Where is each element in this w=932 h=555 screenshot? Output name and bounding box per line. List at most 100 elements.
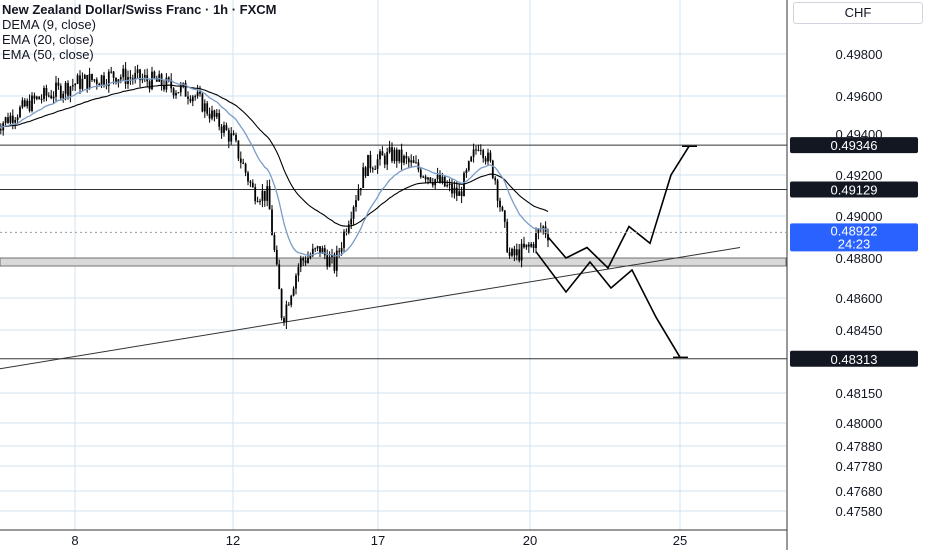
candle-body <box>489 152 492 161</box>
candle-body <box>508 252 511 256</box>
candle-body <box>115 77 117 84</box>
candle-body <box>134 72 137 80</box>
candle-body <box>199 91 201 94</box>
level-price-label-text: 0.49129 <box>831 183 878 198</box>
candle-body <box>230 133 233 142</box>
price-axis-tick-label: 0.48800 <box>836 251 883 266</box>
candle-body <box>9 115 12 123</box>
candle-body <box>107 71 110 87</box>
candle-body <box>237 140 240 159</box>
candle-body <box>67 82 69 96</box>
level-price-label <box>790 137 918 154</box>
candle-body <box>295 275 297 289</box>
candle-body <box>501 207 504 211</box>
candle-body <box>283 318 285 323</box>
level-price-label-text: 0.49346 <box>831 138 878 153</box>
candle-body <box>374 168 377 170</box>
candle-body <box>350 218 353 225</box>
candle-body <box>139 69 141 81</box>
price-axis-tick-label: 0.47880 <box>836 439 883 454</box>
candle-body <box>100 75 103 86</box>
candle-body <box>81 78 84 89</box>
candle-body <box>475 149 477 151</box>
level-price-label <box>790 350 918 367</box>
price-axis-tick-label: 0.49800 <box>836 47 883 62</box>
candle-body <box>309 255 312 258</box>
candle-body <box>220 126 223 133</box>
candle-body <box>527 244 530 247</box>
candle-body <box>79 75 81 89</box>
candle-body <box>304 260 307 263</box>
candle-body <box>357 190 360 201</box>
candle-body <box>91 74 93 80</box>
candle-body <box>117 79 120 84</box>
candle-body <box>95 79 98 84</box>
candle-body <box>371 168 374 170</box>
candle-body <box>477 149 480 151</box>
candle-body <box>47 95 50 97</box>
candle-body <box>381 151 384 156</box>
candle-body <box>211 110 213 119</box>
candle-body <box>242 162 245 164</box>
candle-body <box>273 235 276 250</box>
candle-body <box>124 68 127 84</box>
time-axis-tick-label: 12 <box>226 533 240 548</box>
candle-body <box>191 96 194 102</box>
candle-body <box>285 304 288 323</box>
price-axis-background <box>787 0 932 550</box>
price-axis-tick-label: 0.48150 <box>836 386 883 401</box>
candle-body <box>64 82 67 94</box>
candle-body <box>38 96 41 100</box>
candle-body <box>249 181 252 183</box>
candle-body <box>112 71 115 78</box>
candle-body <box>470 156 473 162</box>
candle-body <box>59 85 62 99</box>
candle-body <box>184 83 187 97</box>
currency-selector[interactable]: CHF <box>793 2 923 24</box>
candle-body <box>213 110 216 117</box>
candle-body <box>71 85 74 87</box>
candle-body <box>93 79 96 81</box>
candle-body <box>141 78 144 81</box>
candle-body <box>362 167 365 189</box>
candle-body <box>340 247 343 252</box>
candle-body <box>333 254 336 271</box>
candle-body <box>247 172 249 182</box>
candle-body <box>74 83 77 86</box>
candle-body <box>347 224 350 233</box>
candle-body <box>45 87 48 96</box>
candle-body <box>458 191 461 196</box>
level-price-label <box>790 181 918 198</box>
price-axis-tick-label: 0.47580 <box>836 504 883 519</box>
candle-body <box>335 250 338 271</box>
candle-body <box>7 117 9 123</box>
candle-body <box>355 200 357 208</box>
candle-body <box>383 155 386 165</box>
candle-body <box>542 226 545 229</box>
candle-body <box>415 162 417 164</box>
candle-body <box>424 176 427 180</box>
candle-body <box>292 288 295 296</box>
candle-body <box>436 174 439 180</box>
legend-ema20: EMA (20, close) <box>2 32 94 47</box>
candle-body <box>280 289 283 319</box>
candle-body <box>203 103 206 112</box>
candle-body <box>472 149 475 157</box>
candle-body <box>494 177 497 181</box>
candle-body <box>103 75 105 85</box>
candle-body <box>4 117 7 124</box>
candle-body <box>405 155 408 159</box>
candle-body <box>520 243 523 261</box>
candle-body <box>110 71 113 73</box>
candle-body <box>52 96 55 99</box>
candle-body <box>19 107 21 118</box>
projected-path-bearish <box>535 251 681 358</box>
candle-body <box>364 167 367 176</box>
candle-body <box>163 85 165 90</box>
candle-body <box>69 86 72 96</box>
candle-body <box>98 83 101 86</box>
candle-body <box>50 95 53 99</box>
candle-body <box>465 170 468 174</box>
